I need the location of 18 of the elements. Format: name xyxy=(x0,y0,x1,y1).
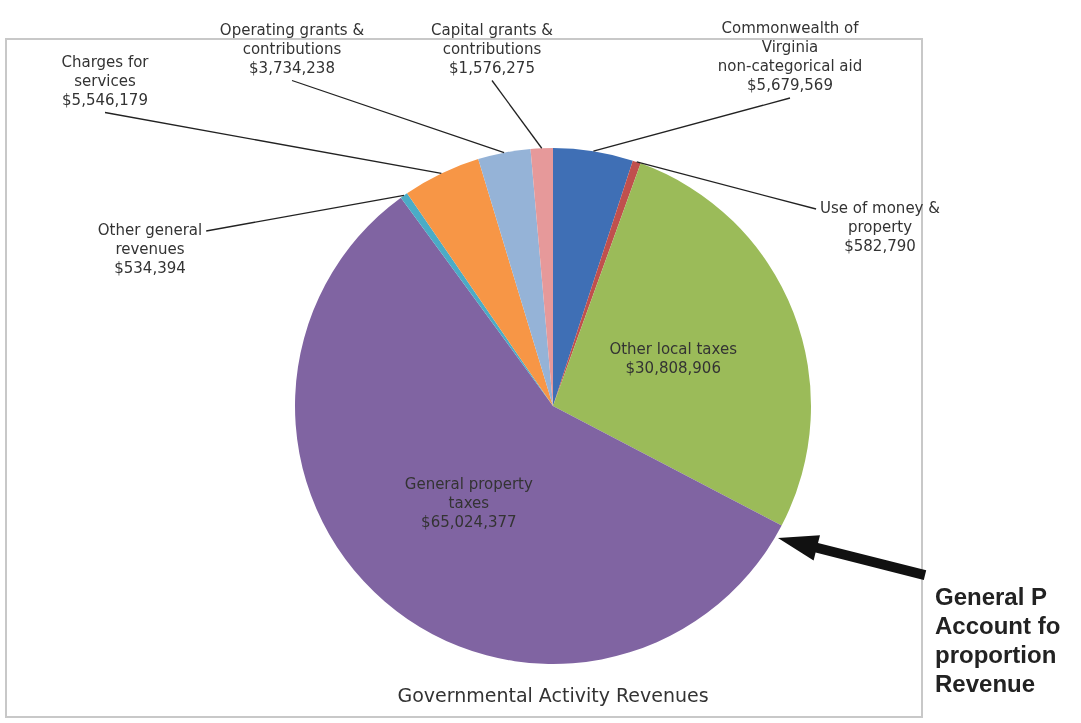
data-label: $5,546,179 xyxy=(62,90,148,109)
text: General P Account fo proportion Revenue xyxy=(935,582,1061,698)
data-label: $1,576,275 xyxy=(449,58,535,77)
data-label: $30,808,906 xyxy=(625,358,721,377)
data-label: $65,024,377 xyxy=(421,512,517,531)
slice-label: Commonwealth of Virginia non-categorical aid xyxy=(717,19,863,76)
data-label: $3,734,238 xyxy=(249,58,335,77)
slice-label: Other local taxes xyxy=(609,339,738,358)
data-label: $534,394 xyxy=(114,258,186,277)
data-label: $5,679,569 xyxy=(747,76,833,95)
text: Governmental Activity Revenues xyxy=(397,683,709,706)
slice-label: Charges for services xyxy=(61,52,150,90)
slice-label: Use of money & property xyxy=(820,198,941,236)
data-label: $582,790 xyxy=(844,236,916,255)
slice-label: Capital grants & contributions xyxy=(431,20,554,58)
slice-label: General property taxes xyxy=(404,474,533,512)
slice-label: Other general revenues xyxy=(97,220,203,258)
slice-label: Operating grants & contributions xyxy=(219,20,365,58)
